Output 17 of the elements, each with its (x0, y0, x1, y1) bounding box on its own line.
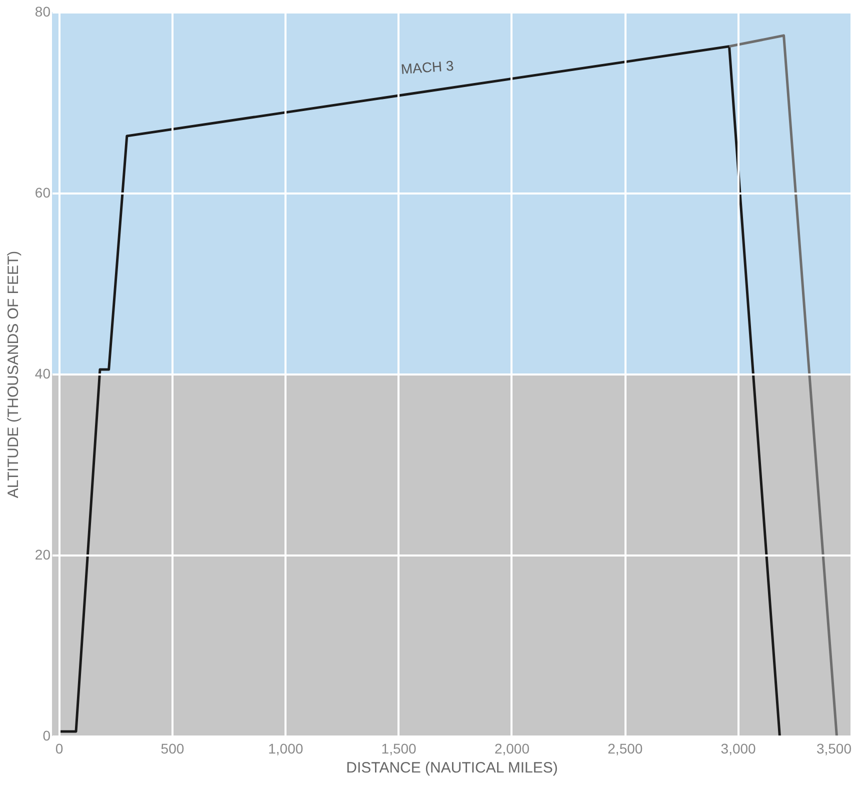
x-tick-label: 2,500 (608, 740, 643, 756)
y-tick-label: 0 (42, 728, 51, 744)
x-axis-title: DISTANCE (NAUTICAL MILES) (346, 760, 558, 776)
y-axis-title: ALTITUDE (THOUSANDS OF FEET) (4, 250, 22, 498)
x-tick-label: 500 (160, 740, 184, 756)
x-tick-label: 3,000 (720, 740, 756, 756)
x-tick-label: 2,000 (494, 740, 530, 756)
x-tick-label: 3,500 (816, 740, 852, 756)
y-tick-label: 20 (34, 546, 51, 562)
x-tick-label: 1,000 (268, 740, 304, 756)
x-tick-label: 1,500 (381, 740, 417, 756)
y-tick-label: 60 (34, 184, 51, 200)
annotation: MACH 3 (400, 57, 454, 78)
y-tick-label: 80 (34, 4, 51, 20)
x-tick-label: 0 (55, 740, 64, 756)
line-series (58, 45, 781, 738)
y-tick-label: 40 (34, 366, 51, 382)
